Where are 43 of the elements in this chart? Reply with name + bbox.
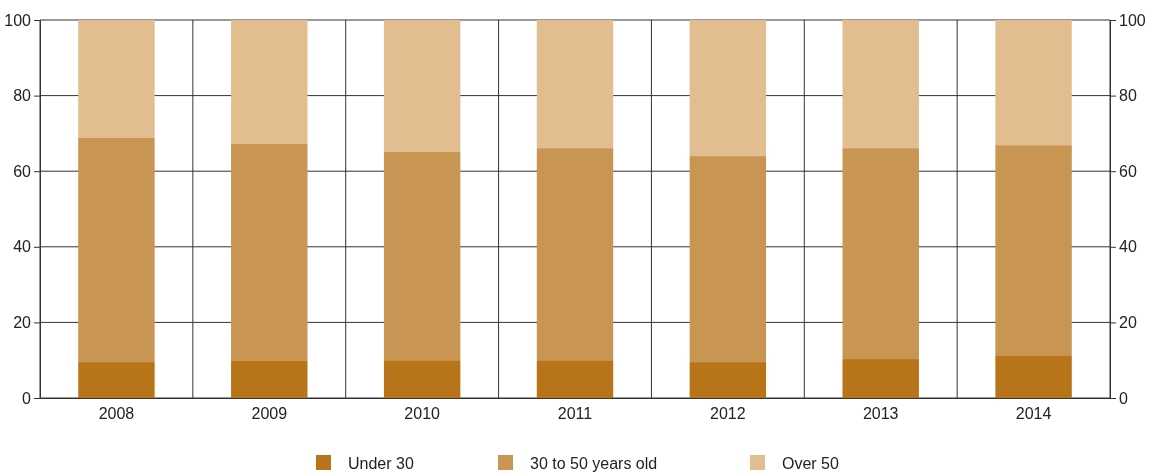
bar: [995, 145, 1072, 357]
bar: [383, 151, 461, 361]
bar: [536, 360, 614, 398]
y2-tick-label: 20: [1119, 314, 1137, 332]
y-tick-label: 20: [13, 314, 32, 332]
x-tick-label: 2014: [1015, 405, 1052, 423]
y-tick-label: 60: [13, 162, 32, 180]
bar: [383, 20, 461, 152]
x-tick-label: 2009: [251, 405, 288, 423]
bar: [842, 359, 919, 398]
legend-label: Over 50: [782, 455, 840, 472]
bar: [995, 20, 1072, 146]
bar: [689, 362, 767, 398]
bar: [995, 356, 1072, 398]
bar: [231, 20, 308, 144]
bar: [231, 143, 308, 361]
bar: [383, 360, 461, 398]
y2-tick-label: 40: [1119, 238, 1137, 256]
legend-label: Under 30: [348, 455, 414, 472]
y-tick-label: 0: [22, 389, 32, 407]
y2-tick-label: 0: [1119, 389, 1128, 407]
x-tick-label: 2011: [557, 405, 593, 423]
x-tick-label: 2012: [710, 405, 746, 423]
legend-label: 30 to 50 years old: [530, 455, 658, 472]
bar: [842, 20, 919, 149]
y2-tick-label: 60: [1119, 162, 1137, 180]
bar: [536, 148, 614, 361]
bar: [78, 362, 155, 398]
bar: [536, 20, 614, 149]
x-tick-label: 2008: [98, 405, 135, 423]
x-tick-label: 2010: [404, 405, 441, 423]
bar: [689, 20, 767, 157]
y-tick-label: 100: [4, 11, 32, 29]
y-tick-label: 80: [13, 87, 32, 105]
bar: [78, 20, 155, 138]
y-tick-label: 40: [13, 238, 32, 256]
y2-tick-label: 80: [1119, 87, 1137, 105]
bar: [78, 137, 155, 363]
bar: [842, 148, 919, 360]
y2-tick-label: 100: [1119, 11, 1146, 29]
bar: [689, 156, 767, 363]
x-tick-label: 2013: [862, 405, 899, 423]
bar: [231, 360, 308, 398]
